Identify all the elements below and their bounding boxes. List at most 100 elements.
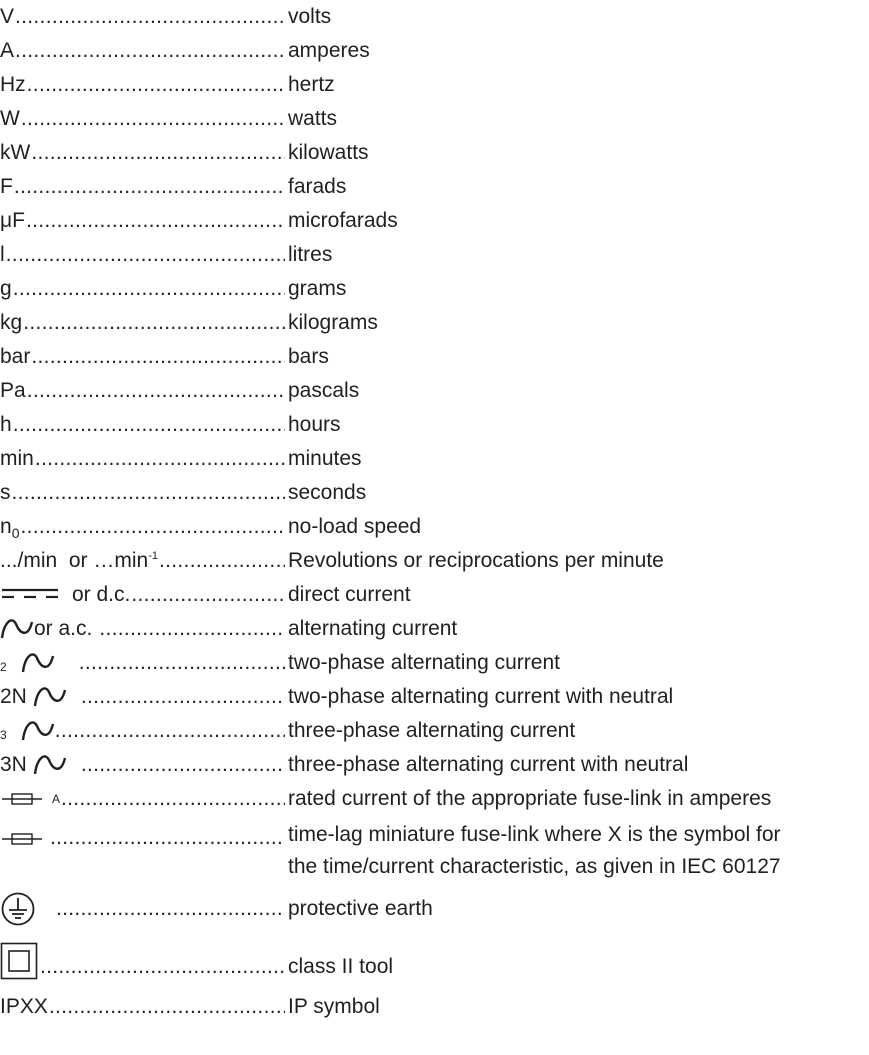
fuse-unit: A (52, 792, 61, 806)
legend-row-fuse-rating: A rated current of the appropriate fuse-… (0, 782, 869, 816)
unit-symbol: bar (0, 345, 31, 368)
unit-symbol: F (0, 175, 13, 198)
alternating-current-icon (33, 750, 67, 780)
unit-symbol: μF (0, 209, 25, 232)
legend-row-watts: W watts (0, 102, 869, 136)
legend-row-class-ii: class II tool (0, 936, 869, 986)
unit-symbol: min (0, 447, 34, 470)
legend-row-litres: l litres (0, 238, 869, 272)
leader-dots (21, 102, 285, 136)
leader-dots (13, 408, 285, 442)
leader-dots (61, 782, 285, 816)
leader-dots (35, 442, 285, 476)
legend-row-alternating-current: or a.c. alternating current (0, 612, 869, 646)
protective-earth-icon (0, 891, 36, 927)
unit-meaning: grams (288, 277, 347, 300)
unit-meaning: Revolutions or reciprocations per minute (288, 549, 664, 572)
leader-dots (67, 680, 285, 714)
phase-prefix: 2 (0, 660, 7, 674)
leader-dots (27, 68, 285, 102)
unit-meaning: class II tool (288, 955, 394, 978)
legend-row-minutes: min minutes (0, 442, 869, 476)
leader-dots (49, 990, 285, 1024)
legend-row-kilograms: kg kilograms (0, 306, 869, 340)
leader-dots (12, 476, 286, 510)
unit-meaning: bars (288, 345, 329, 368)
class-ii-icon (0, 942, 38, 980)
leader-dots (55, 646, 285, 680)
legend-row-protective-earth: protective earth (0, 886, 869, 932)
unit-meaning: kilograms (288, 311, 378, 334)
leader-dots (36, 886, 285, 932)
unit-meaning-line1: time-lag miniature fuse-link where X is … (288, 823, 781, 846)
unit-symbol: Pa (0, 379, 26, 402)
leader-dots (31, 136, 285, 170)
unit-meaning: volts (288, 5, 332, 28)
legend-row-volts: V volts (0, 0, 869, 34)
leader-dots (93, 612, 285, 646)
leader-dots (44, 816, 285, 850)
unit-meaning: two-phase alternating current with neutr… (288, 685, 674, 708)
unit-symbol: A (0, 39, 15, 62)
leader-dots (38, 936, 285, 986)
leader-dots (20, 510, 285, 544)
leader-dots (14, 170, 285, 204)
legend-row-bars: bar bars (0, 340, 869, 374)
leader-dots (26, 204, 285, 238)
alternating-current-icon (21, 648, 55, 678)
unit-symbol: kW (0, 141, 31, 164)
leader-dots (159, 544, 285, 578)
legend-row-seconds: s seconds (0, 476, 869, 510)
unit-meaning: watts (288, 107, 338, 130)
unit-symbol: s (0, 481, 11, 504)
legend-row-amperes: A amperes (0, 34, 869, 68)
fuse-icon: X (0, 817, 44, 849)
fuse-icon (0, 789, 44, 809)
unit-symbol: n0 (0, 515, 20, 542)
unit-meaning: alternating current (288, 617, 458, 640)
legend-row-no-load-speed: n0 no-load speed (0, 510, 869, 544)
unit-symbol: kg (0, 311, 23, 334)
phase-prefix: 3 (0, 728, 7, 742)
unit-meaning: three-phase alternating current (288, 719, 576, 742)
unit-symbol: g (0, 277, 12, 300)
unit-symbol: or d.c. (72, 583, 131, 606)
legend-row-three-phase: 3 three-phase alternating current (0, 714, 869, 748)
phase-prefix: 3N (0, 753, 27, 776)
legend-row-three-phase-neutral: 3N three-phase alternating current with … (0, 748, 869, 782)
leader-dots (15, 0, 285, 34)
unit-meaning: seconds (288, 481, 367, 504)
legend-row-two-phase: 2 two-phase alternating current (0, 646, 869, 680)
unit-meaning: direct current (288, 583, 411, 606)
legend-row-ip-symbol: IPXX IP symbol (0, 990, 869, 1024)
unit-symbol: h (0, 413, 12, 436)
leader-dots (55, 714, 285, 748)
unit-meaning: IP symbol (288, 995, 380, 1018)
unit-meaning: hertz (288, 73, 335, 96)
leader-dots (67, 748, 285, 782)
unit-meaning: amperes (288, 39, 370, 62)
legend-row-rpm: .../min or …min-1 Revolutions or recipro… (0, 544, 869, 578)
leader-dots (6, 238, 285, 272)
unit-meaning: protective earth (288, 897, 433, 920)
unit-meaning: litres (288, 243, 333, 266)
legend-row-hertz: Hz hertz (0, 68, 869, 102)
alternating-current-icon (21, 716, 55, 746)
legend-row-kilowatts: kW kilowatts (0, 136, 869, 170)
unit-meaning: no-load speed (288, 515, 422, 538)
unit-meaning: pascals (288, 379, 360, 402)
leader-dots (23, 306, 285, 340)
unit-meaning: three-phase alternating current with neu… (288, 753, 689, 776)
unit-symbol: W (0, 107, 20, 130)
direct-current-icon (0, 585, 60, 605)
unit-meaning: hours (288, 413, 341, 436)
legend-row-direct-current: or d.c. direct current (0, 578, 869, 612)
legend-row-time-lag-fuse: X time-lag miniature fuse-link where X i… (0, 816, 869, 884)
legend-row-hours: h hours (0, 408, 869, 442)
leader-dots (27, 374, 285, 408)
unit-symbol: l (0, 243, 5, 266)
unit-symbol: .../min or …min-1 (0, 549, 159, 572)
leader-dots (131, 578, 285, 612)
legend-row-farads: F farads (0, 170, 869, 204)
unit-meaning: farads (288, 175, 347, 198)
